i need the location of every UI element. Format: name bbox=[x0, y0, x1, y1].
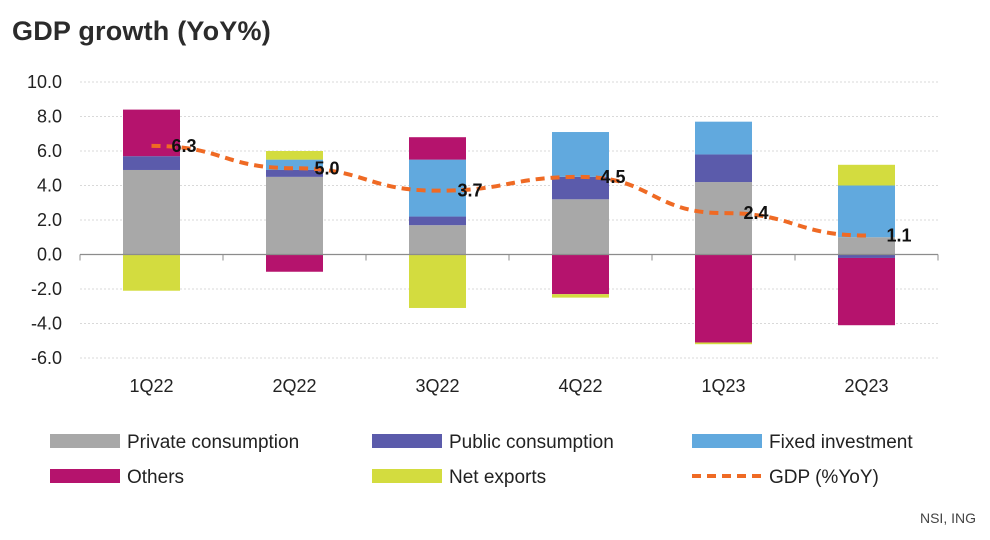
x-category-label: 2Q23 bbox=[844, 376, 888, 396]
legend-label: Private consumption bbox=[127, 432, 299, 453]
bar-segment bbox=[266, 151, 323, 160]
bar-segment bbox=[695, 182, 752, 255]
y-tick-label: -4.0 bbox=[31, 314, 62, 334]
legend-swatch bbox=[372, 434, 442, 448]
legend-label: Others bbox=[127, 467, 184, 488]
gdp-data-label: 4.5 bbox=[601, 167, 626, 187]
bar-segment bbox=[552, 199, 609, 255]
y-tick-label: 6.0 bbox=[37, 141, 62, 161]
bar-segment bbox=[552, 254, 609, 295]
x-category-label: 1Q22 bbox=[129, 376, 173, 396]
bar-segment bbox=[409, 225, 466, 255]
bar-segment bbox=[123, 169, 180, 255]
bar-segment bbox=[123, 156, 180, 170]
legend-swatch bbox=[692, 434, 762, 448]
gdp-data-label: 3.7 bbox=[458, 181, 483, 201]
y-tick-label: 10.0 bbox=[27, 72, 62, 92]
bar-segment bbox=[266, 176, 323, 255]
bar-segment bbox=[409, 216, 466, 226]
bar-segment bbox=[266, 254, 323, 272]
bar-segment bbox=[552, 176, 609, 200]
y-tick-label: 2.0 bbox=[37, 210, 62, 230]
x-category-label: 2Q22 bbox=[272, 376, 316, 396]
y-axis: 10.0 8.0 6.0 4.0 2.0 0.0 -2.0 -4.0 -6.0 bbox=[27, 72, 62, 368]
x-category-label: 3Q22 bbox=[415, 376, 459, 396]
y-tick-label: -6.0 bbox=[31, 348, 62, 368]
bar-segment bbox=[266, 159, 323, 170]
gdp-line: 6.3 5.0 3.7 4.5 2.4 1.1 bbox=[151, 136, 912, 246]
legend-swatch bbox=[372, 469, 442, 483]
bar-segment bbox=[409, 254, 466, 308]
bar-segment bbox=[695, 254, 752, 343]
gdp-line-path bbox=[151, 143, 867, 238]
gdp-data-label: 6.3 bbox=[172, 136, 197, 156]
y-tick-label: 4.0 bbox=[37, 176, 62, 196]
bar-segment bbox=[123, 254, 180, 291]
gridlines bbox=[80, 81, 938, 359]
legend-label: Net exports bbox=[449, 467, 546, 488]
legend-label: GDP (%YoY) bbox=[769, 467, 879, 488]
bar-segment bbox=[695, 154, 752, 183]
bar-segment bbox=[552, 294, 609, 298]
y-tick-label: -2.0 bbox=[31, 279, 62, 299]
bar-segment bbox=[838, 164, 895, 186]
y-tick-label: 8.0 bbox=[37, 107, 62, 127]
gdp-data-label: 5.0 bbox=[315, 158, 340, 178]
bar-segment bbox=[838, 237, 895, 255]
bar-segment bbox=[695, 121, 752, 155]
legend-swatch bbox=[50, 434, 120, 448]
bar-segment bbox=[695, 342, 752, 345]
bar-segment bbox=[409, 137, 466, 160]
bar-segment bbox=[266, 169, 323, 177]
y-tick-label: 0.0 bbox=[37, 245, 62, 265]
bar-segment bbox=[838, 254, 895, 258]
legend: Private consumption Public consumption Fix… bbox=[50, 432, 913, 488]
chart-title: GDP growth (YoY%) bbox=[12, 16, 271, 46]
stacked-bars bbox=[123, 109, 895, 345]
x-category-label: 4Q22 bbox=[558, 376, 602, 396]
bar-segment bbox=[838, 257, 895, 326]
gdp-data-label: 2.4 bbox=[744, 203, 769, 223]
legend-label: Public consumption bbox=[449, 432, 614, 453]
x-category-label: 1Q23 bbox=[701, 376, 745, 396]
gdp-data-label: 1.1 bbox=[887, 226, 912, 246]
source-note: NSI, ING bbox=[919, 510, 976, 526]
bar-segment bbox=[552, 132, 609, 177]
x-axis: 1Q22 2Q22 3Q22 4Q22 1Q23 2Q23 bbox=[79, 253, 939, 396]
bar-segment bbox=[838, 185, 895, 238]
legend-label: Fixed investment bbox=[769, 432, 913, 453]
legend-swatch bbox=[50, 469, 120, 483]
